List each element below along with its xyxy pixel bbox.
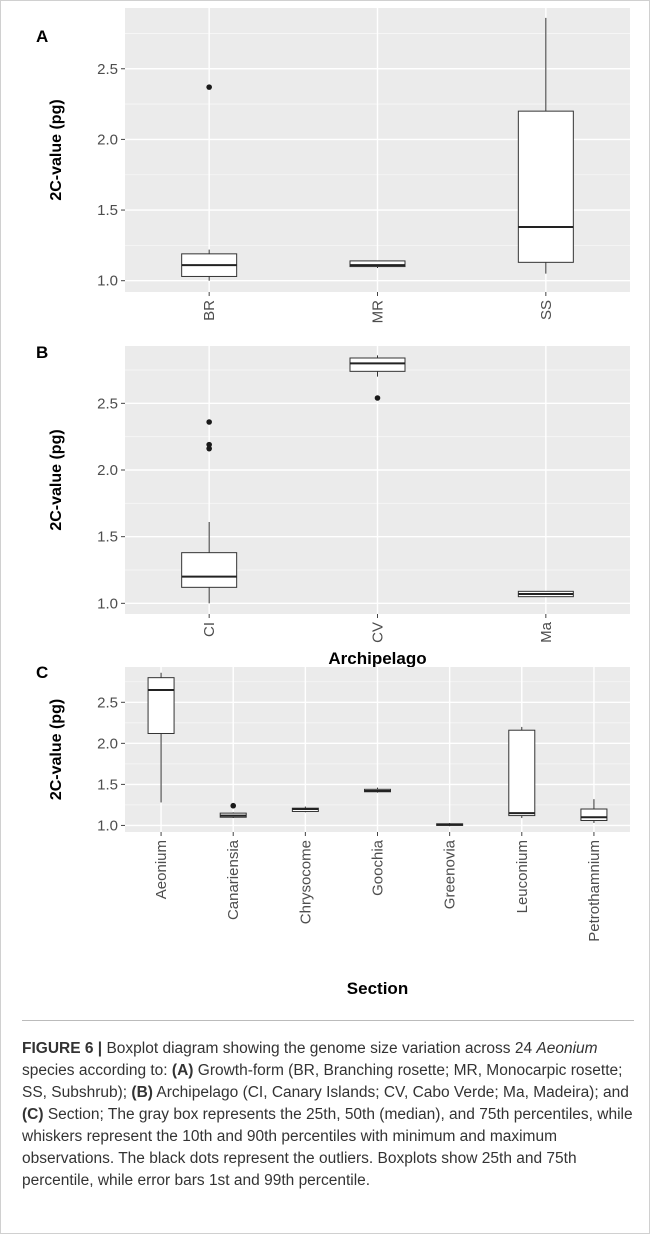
y-tick-label: 2.0 xyxy=(97,735,118,752)
caption-part-b: (B) xyxy=(131,1084,153,1101)
box-greenovia xyxy=(436,822,464,827)
x-tick-label: Chrysocome xyxy=(297,840,314,924)
caption-text-4: Archipelago (CI, Canary Islands; CV, Cab… xyxy=(152,1084,629,1101)
box-body xyxy=(147,677,175,734)
caption-text-5: Section; The gray box represents the 25t… xyxy=(22,1106,633,1189)
outlier-point xyxy=(230,802,237,809)
box-body xyxy=(181,552,238,588)
outlier-point xyxy=(206,419,212,425)
y-tick-label: 2.0 xyxy=(97,462,118,479)
panel-letter: A xyxy=(36,27,48,46)
box-body xyxy=(349,260,406,268)
box-chrysocome xyxy=(291,806,319,813)
box-aeonium xyxy=(147,672,175,803)
outlier-point xyxy=(206,445,212,452)
caption-text-3: Growth-form (BR, Branching rosette; MR, … xyxy=(22,1062,623,1101)
figure-caption: FIGURE 6 | Boxplot diagram showing the g… xyxy=(22,1038,634,1192)
caption-genus: Aeonium xyxy=(536,1040,598,1057)
x-tick-label: BR xyxy=(201,300,218,321)
y-tick-label: 1.5 xyxy=(97,776,118,793)
x-axis-title: Section xyxy=(347,979,408,998)
box-goochia xyxy=(364,787,391,793)
box-body xyxy=(517,110,574,263)
x-axis-title: Archipelago xyxy=(328,649,426,668)
x-tick-label: SS xyxy=(538,300,555,320)
x-tick-label: Leuconium xyxy=(514,840,531,913)
box-ma xyxy=(517,590,574,598)
caption-figure-label: FIGURE 6 | xyxy=(22,1040,103,1057)
caption-part-a: (A) xyxy=(171,1062,194,1079)
x-tick-label: MR xyxy=(370,300,387,323)
outlier-point xyxy=(374,395,381,401)
panel-c: C 1.0 1.5 2.0 2.5 Aeonium Canariensia Chrysocom… xyxy=(36,663,630,998)
y-tick-label: 2.5 xyxy=(97,395,118,412)
box-body xyxy=(508,729,536,817)
outlier-point xyxy=(206,441,212,448)
x-tick-label: Canariensia xyxy=(225,839,242,920)
y-tick-label: 1.0 xyxy=(97,273,118,290)
caption-part-c: (C) xyxy=(22,1106,44,1123)
x-tick-label: Ma xyxy=(538,621,555,642)
box-cv xyxy=(349,355,406,401)
y-tick-label: 1.0 xyxy=(97,595,118,612)
panel-letter: B xyxy=(36,343,48,362)
box-ss xyxy=(517,17,574,274)
box-ci xyxy=(181,419,238,604)
caption-divider xyxy=(22,1020,634,1021)
box-br xyxy=(181,84,238,281)
y-tick-label: 1.5 xyxy=(97,202,118,219)
caption-text-2: species according to: xyxy=(22,1062,172,1079)
y-tick-label: 1.0 xyxy=(97,817,118,834)
box-body xyxy=(580,808,608,822)
y-axis-title: 2C-value (pg) xyxy=(48,429,65,530)
box-leuconium xyxy=(508,726,536,819)
box-mr xyxy=(349,260,406,268)
y-tick-label: 2.5 xyxy=(97,694,118,711)
panel-b: B 1.0 1.5 2.0 2.5 CI CV Ma 2C-value (pg) Archipel… xyxy=(36,343,630,668)
y-axis-title: 2C-value (pg) xyxy=(48,699,65,800)
box-body xyxy=(349,357,406,372)
x-tick-label: Aeonium xyxy=(153,840,170,899)
x-tick-label: CI xyxy=(201,622,218,637)
x-tick-label: Petrothamnium xyxy=(586,840,603,942)
box-canariensia xyxy=(219,802,247,819)
panel-letter: C xyxy=(36,663,48,682)
y-tick-label: 2.5 xyxy=(97,61,118,78)
box-petrothamnium xyxy=(580,799,608,823)
x-tick-label: Greenovia xyxy=(442,839,459,909)
x-tick-label: Goochia xyxy=(370,839,387,896)
y-axis-title: 2C-value (pg) xyxy=(48,99,65,200)
caption-text-1: Boxplot diagram showing the genome size … xyxy=(102,1040,537,1057)
x-tick-label: CV xyxy=(370,622,387,643)
y-tick-label: 2.0 xyxy=(97,131,118,148)
y-tick-label: 1.5 xyxy=(97,529,118,546)
outlier-point xyxy=(206,84,212,90)
